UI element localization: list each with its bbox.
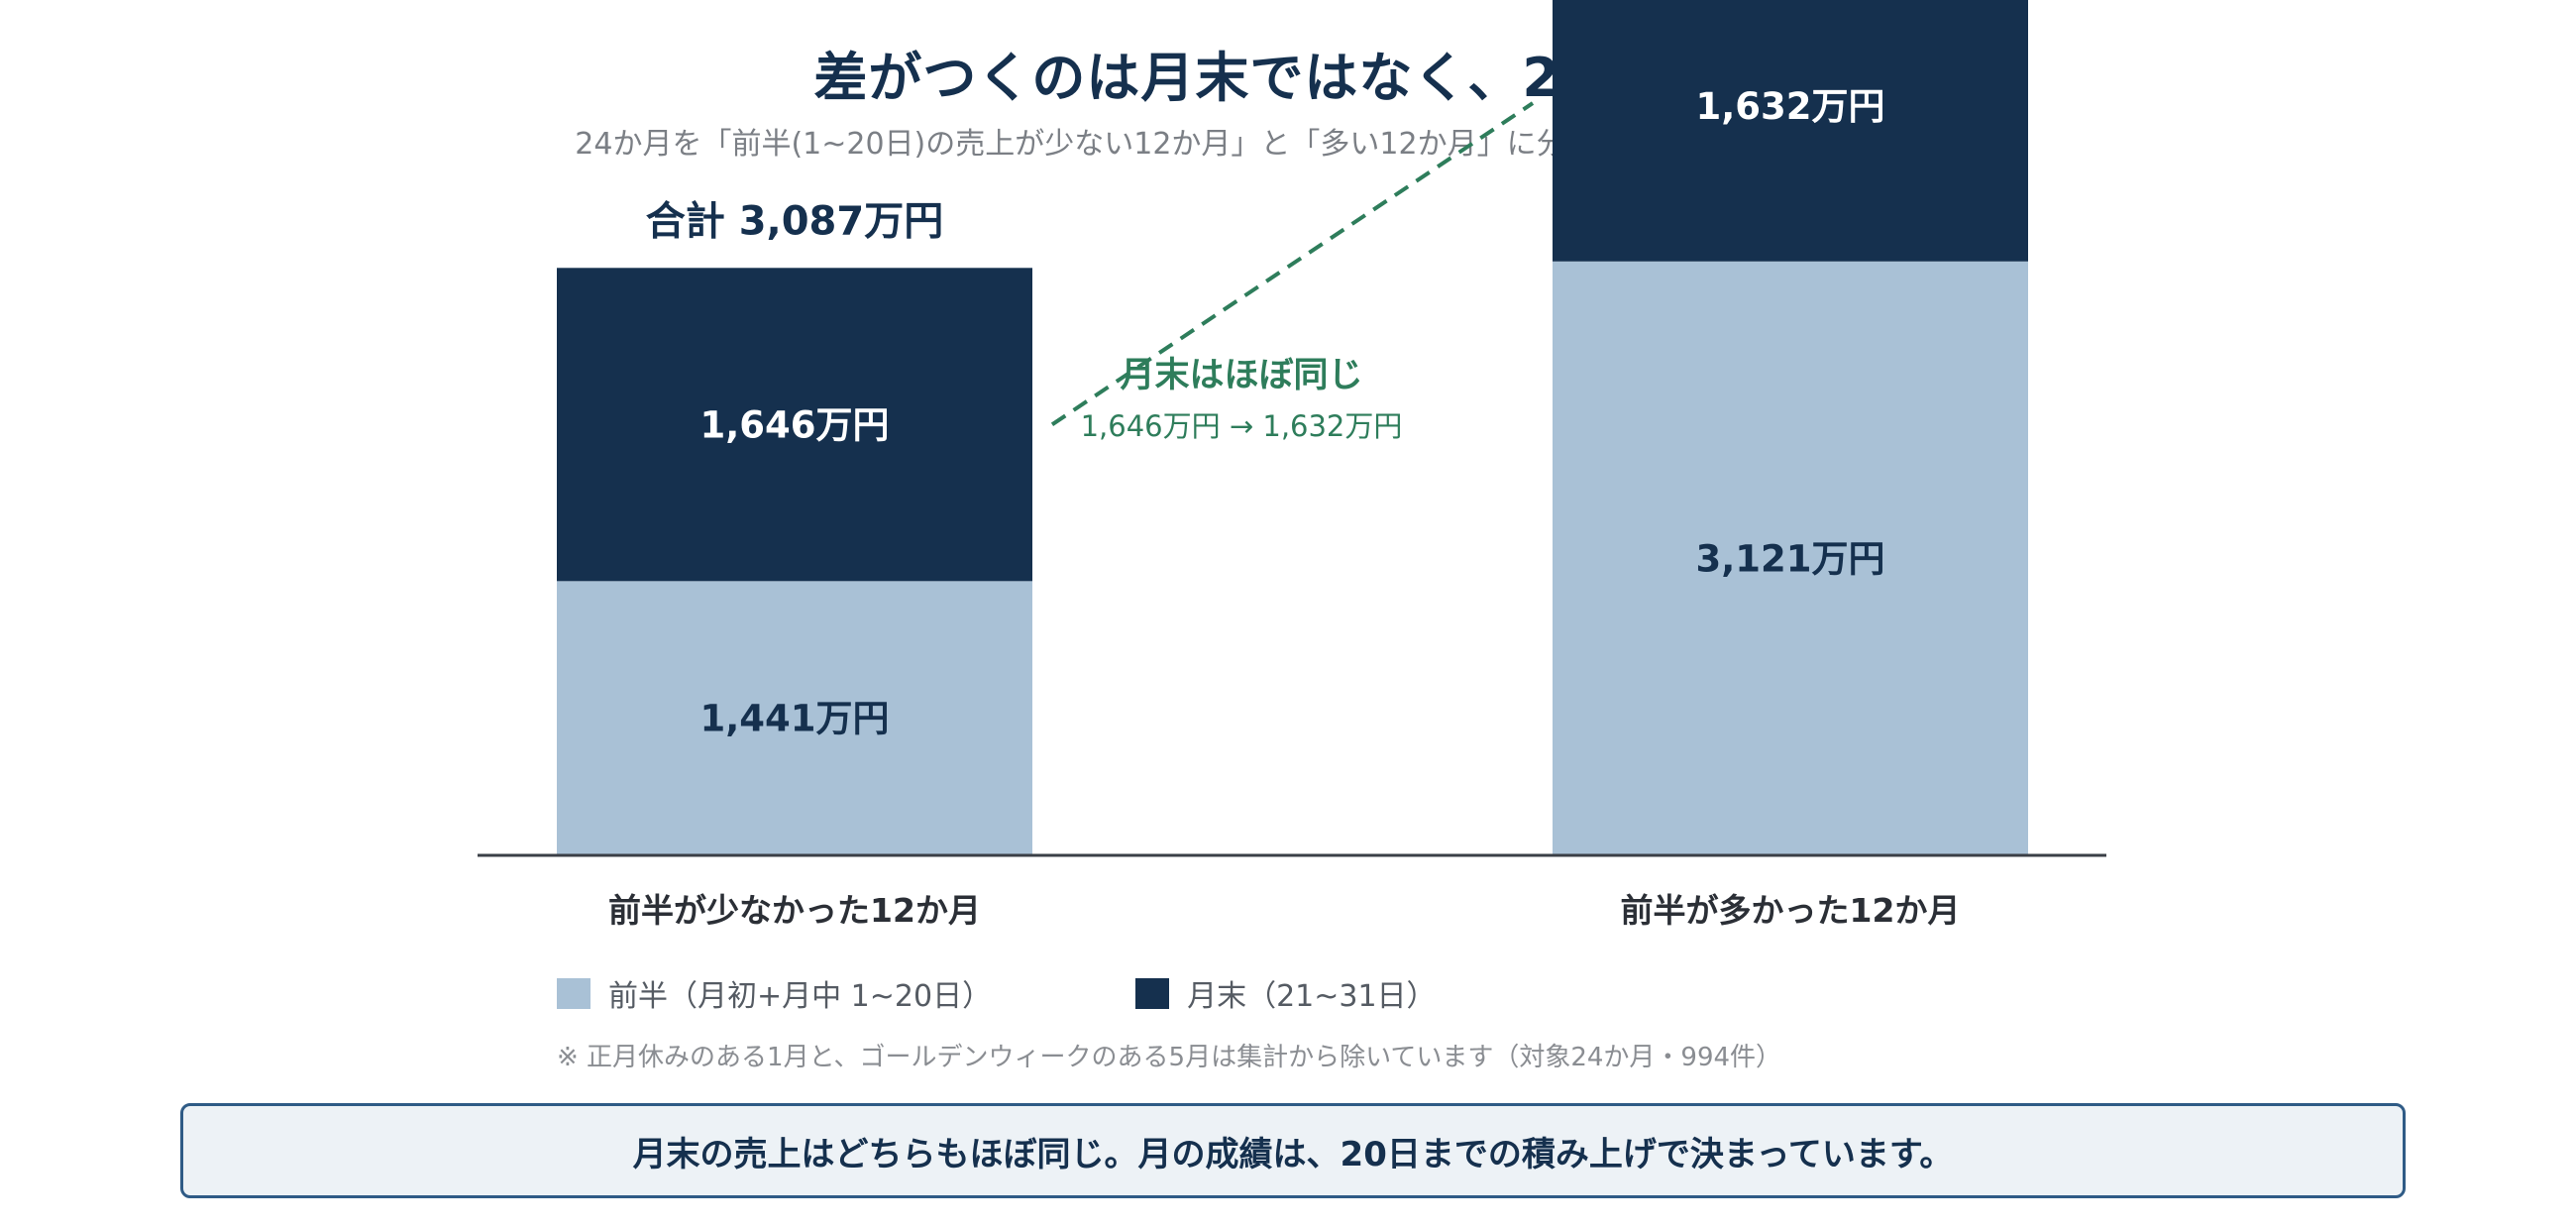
month-end-connector-line xyxy=(1050,101,1535,426)
bar-value-label-first-half-2: 3,121万円 xyxy=(1695,537,1884,580)
bar-value-label-first-half-1: 1,441万円 xyxy=(699,698,889,740)
bar-segment-first-half-2 xyxy=(1553,261,2028,855)
legend: 前半（月初+月中 1~20日） 月末（21~31日） xyxy=(557,971,1437,1015)
bar-segment-month-end-2 xyxy=(1553,0,2028,262)
legend-label-first-half: 前半（月初+月中 1~20日） xyxy=(608,979,993,1014)
annotation-title: 月末はほぼ同じ xyxy=(1120,356,1362,395)
category-label-2: 前半が多かった12か月 xyxy=(1621,891,1961,930)
legend-swatch-first-half xyxy=(557,977,590,1009)
category-label-1: 前半が少なかった12か月 xyxy=(608,891,981,930)
legend-swatch-month-end xyxy=(1135,977,1170,1009)
annotation-text: 1,646万円 → 1,632万円 xyxy=(1081,409,1403,443)
bar-total-label-1: 合計 3,087万円 xyxy=(646,198,943,244)
conclusion-box: 月末の売上はどちらもほぼ同じ。月の成績は、20日までの積み上げで決まっています。 xyxy=(180,1103,2406,1198)
legend-item-month-end: 月末（21~31日） xyxy=(1135,971,1437,1015)
bar-value-label-month-end-1: 1,646万円 xyxy=(699,403,889,446)
legend-label-month-end: 月末（21~31日） xyxy=(1187,979,1437,1014)
footnote: ※ 正月休みのある1月と、ゴールデンウィークのある5月は集計から除いています（対… xyxy=(557,1043,1782,1072)
bar-segment-month-end-1 xyxy=(557,268,1032,582)
legend-item-first-half: 前半（月初+月中 1~20日） xyxy=(557,971,992,1015)
bar-value-label-month-end-2: 1,632万円 xyxy=(1695,85,1884,128)
bar-segment-first-half-1 xyxy=(557,581,1032,855)
conclusion-text: 月末の売上はどちらもほぼ同じ。月の成績は、20日までの積み上げで決まっています。 xyxy=(632,1134,1954,1174)
